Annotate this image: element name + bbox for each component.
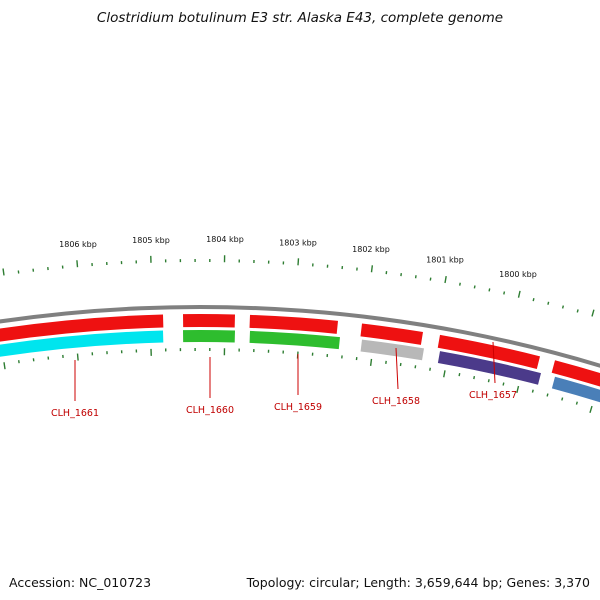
- cds-feature: [0, 314, 164, 342]
- scale-tick: [459, 282, 461, 286]
- gene-label-leader: [395, 347, 399, 390]
- genome-title: Clostridium botulinum E3 str. Alaska E43…: [96, 10, 504, 26]
- backbone-group: [0, 305, 600, 368]
- scale-tick: [3, 362, 6, 370]
- scale-tick: [473, 285, 476, 289]
- cds-feature: [551, 360, 600, 387]
- scale-tick: [516, 385, 520, 394]
- gene-feature: [183, 329, 235, 343]
- scale-tick: [2, 268, 5, 276]
- scale-tick: [591, 309, 595, 317]
- scale-tick: [531, 389, 534, 393]
- scale-tick: [561, 305, 565, 309]
- scale-label: 1803 kbp: [279, 238, 317, 247]
- scale-tick: [429, 367, 431, 371]
- scale-tick: [444, 276, 447, 284]
- gene-feature: [249, 330, 340, 350]
- gene-feature: [360, 339, 424, 361]
- cds-feature: [360, 323, 423, 345]
- gene-label-leader: [492, 341, 496, 384]
- scale-tick: [589, 405, 593, 413]
- scale-tick: [503, 291, 506, 295]
- scale-label: 1802 kbp: [352, 245, 390, 254]
- gene-feature: [0, 330, 164, 357]
- scale-tick: [575, 401, 578, 405]
- scale-tick: [76, 260, 79, 268]
- genome-backbone: [0, 305, 600, 368]
- cds-feature: [249, 314, 338, 334]
- scale-tick: [532, 298, 535, 302]
- gene-label: CLH_1661: [51, 408, 99, 419]
- scale-tick: [369, 358, 373, 366]
- cds-feature-group: [0, 314, 600, 387]
- scale-label-group: 1806 kbp 1805 kbp 1804 kbp 1803 kbp 1802 kbp…: [59, 235, 537, 279]
- gene-label: CLH_1659: [274, 402, 322, 413]
- scale-label: 1805 kbp: [132, 236, 170, 245]
- inner-tick-track: [3, 348, 593, 413]
- scale-label: 1800 kbp: [499, 270, 537, 279]
- scale-label: 1801 kbp: [426, 256, 464, 265]
- scale-tick: [458, 373, 461, 377]
- scale-tick: [443, 370, 446, 378]
- scale-tick: [546, 393, 549, 397]
- scale-tick: [561, 397, 564, 401]
- cds-feature: [183, 314, 235, 328]
- gene-feature: [437, 351, 541, 385]
- scale-label: 1806 kbp: [59, 240, 97, 249]
- gene-feature: [551, 376, 600, 403]
- scale-tick: [576, 309, 579, 313]
- gene-label: CLH_1658: [372, 396, 420, 407]
- outer-tick-track: [2, 255, 595, 317]
- gene-label: CLH_1660: [186, 405, 234, 416]
- scale-tick: [517, 290, 521, 298]
- scale-tick: [502, 382, 505, 386]
- scale-label: 1804 kbp: [206, 235, 244, 244]
- accession-text: Accession: NC_010723: [9, 575, 152, 590]
- scale-tick: [547, 301, 550, 305]
- gene-label: CLH_1657: [469, 390, 517, 401]
- scale-tick: [488, 288, 491, 292]
- scale-tick: [473, 375, 476, 380]
- gene-label-group: CLH_1661 CLH_1660 CLH_1659 CLH_1658 CLH_1657: [51, 341, 517, 419]
- scale-tick: [76, 353, 79, 361]
- scale-tick: [487, 379, 490, 383]
- cds-feature: [437, 334, 540, 369]
- gene-feature-group: [0, 329, 600, 403]
- scale-tick: [370, 265, 374, 273]
- genome-stats-text: Topology: circular; Length: 3,659,644 bp…: [246, 575, 590, 590]
